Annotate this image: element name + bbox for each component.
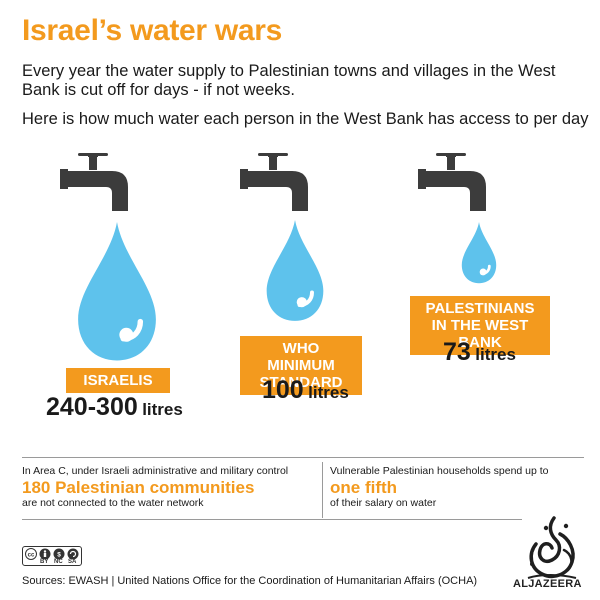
svg-text:cc: cc: [28, 552, 35, 558]
fact-area-c: In Area C, under Israeli administrative …: [22, 465, 318, 510]
value-number: 73: [443, 338, 471, 366]
value-unit: litres: [475, 345, 516, 364]
group-value-israelis: 240-300 litres: [46, 393, 183, 422]
license-nc: NC: [54, 559, 63, 565]
fact-salary: Vulnerable Palestinian households spend …: [330, 465, 590, 510]
facts-bottom-divider: [22, 519, 522, 520]
value-unit: litres: [142, 400, 183, 419]
water-drop-icon: [78, 222, 156, 361]
license-sa: SA: [68, 559, 77, 565]
water-tap-icon: [240, 153, 308, 211]
water-tap-icon: [418, 153, 486, 211]
water-tap-icon: [60, 153, 128, 211]
page-intro: Here is how much water each person in th…: [22, 110, 589, 128]
facts-column-divider: [322, 462, 323, 518]
al-jazeera-logo-icon: [527, 516, 577, 579]
facts-top-divider: [22, 457, 584, 458]
water-drop-icon: [461, 222, 497, 284]
group-value-palestinians: 73 litres: [443, 338, 516, 367]
page-title: Israel’s water wars: [22, 14, 283, 47]
group-value-who: 100 litres: [262, 376, 349, 405]
fact-highlight: one fifth: [330, 478, 398, 497]
svg-text:$: $: [57, 551, 61, 558]
fact-intro: Vulnerable Palestinian households spend …: [330, 465, 549, 477]
page-subtitle: Every year the water supply to Palestini…: [22, 62, 556, 99]
value-unit: litres: [308, 383, 349, 402]
al-jazeera-logo-text: ALJAZEERA: [513, 578, 582, 590]
group-label-palestinians: PALESTINIANS IN THE WEST BANK: [410, 296, 550, 355]
water-drop-icon: [266, 220, 324, 321]
creative-commons-by-nc-sa-icon: $ cc BY NC SA: [22, 546, 82, 566]
sources-text: Sources: EWASH | United Nations Office f…: [22, 575, 478, 587]
license-by: BY: [40, 559, 49, 565]
fact-intro: In Area C, under Israeli administrative …: [22, 465, 289, 477]
fact-outro: are not connected to the water network: [22, 497, 204, 509]
value-number: 240-300: [46, 393, 138, 421]
fact-outro: of their salary on water: [330, 497, 437, 509]
fact-highlight: 180 Palestinian communities: [22, 478, 255, 497]
value-number: 100: [262, 376, 304, 404]
group-label-who: WHO MINIMUM STANDARD: [240, 336, 362, 395]
group-label-israelis: ISRAELIS: [66, 368, 170, 393]
